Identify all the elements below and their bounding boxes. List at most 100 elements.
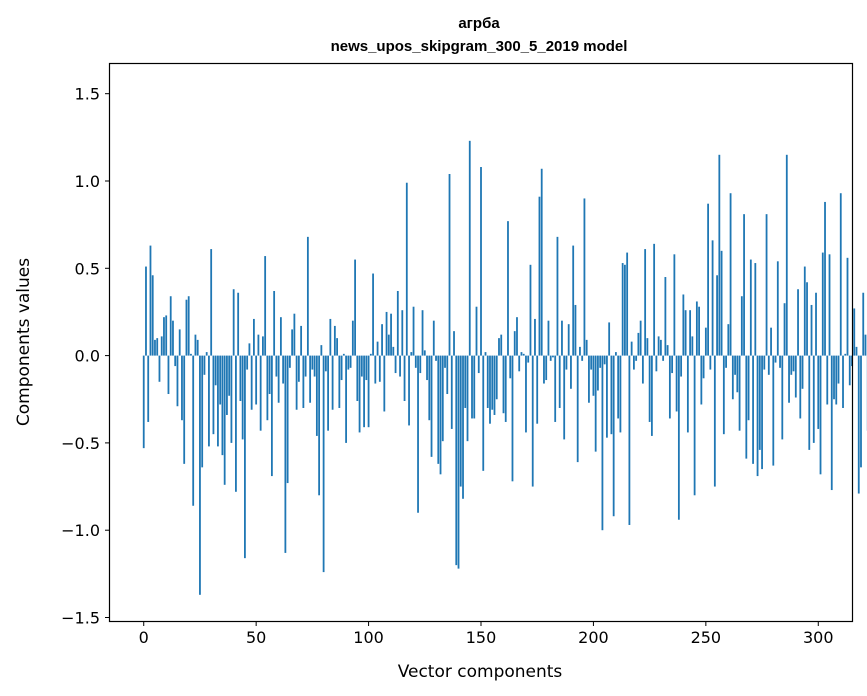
bar-73 xyxy=(306,236,309,356)
bar-127 xyxy=(428,355,431,421)
bar-40 xyxy=(232,289,235,356)
bar-69 xyxy=(297,355,300,382)
bar-124 xyxy=(421,310,424,356)
bar-101 xyxy=(369,353,372,356)
bar-121 xyxy=(414,355,417,368)
bar-267 xyxy=(743,214,745,356)
bar-153 xyxy=(486,355,489,408)
bar-55 xyxy=(266,355,269,421)
bar-85 xyxy=(333,325,336,356)
bar-31 xyxy=(212,355,215,435)
bar-9 xyxy=(163,317,165,356)
bar-162 xyxy=(507,221,509,356)
bar-79 xyxy=(320,345,323,356)
bar-145 xyxy=(468,140,471,356)
bar-286 xyxy=(785,154,788,356)
x-tick-label: 300 xyxy=(803,628,834,647)
bar-247 xyxy=(698,306,700,356)
y-tick-label: 0.0 xyxy=(75,347,100,366)
bar-245 xyxy=(693,355,696,496)
bar-269 xyxy=(747,355,750,421)
bar-22 xyxy=(192,355,195,506)
bar-1 xyxy=(145,266,147,356)
bar-50 xyxy=(255,355,258,405)
bar-68 xyxy=(295,355,298,410)
bar-279 xyxy=(770,327,772,356)
bar-278 xyxy=(767,355,770,375)
bar-163 xyxy=(509,355,512,379)
bar-151 xyxy=(482,355,485,471)
bar-72 xyxy=(304,355,307,377)
bar-201 xyxy=(594,355,597,452)
bar-186 xyxy=(561,320,563,356)
bar-304 xyxy=(826,355,829,405)
bar-4 xyxy=(151,275,154,356)
bar-7 xyxy=(158,355,161,382)
bar-67 xyxy=(293,313,296,356)
bar-30 xyxy=(210,249,213,356)
bar-138 xyxy=(453,331,455,356)
bar-199 xyxy=(590,355,593,370)
bar-168 xyxy=(520,352,523,356)
bar-190 xyxy=(570,355,572,389)
bar-187 xyxy=(563,355,566,440)
bar-249 xyxy=(702,355,705,379)
bar-18 xyxy=(183,355,186,464)
bar-213 xyxy=(621,263,624,356)
bar-11 xyxy=(167,355,170,395)
bar-107 xyxy=(383,355,386,412)
bar-256 xyxy=(718,154,721,356)
bar-118 xyxy=(408,355,410,426)
bar-294 xyxy=(803,266,806,356)
bar-41 xyxy=(235,355,237,492)
bar-270 xyxy=(749,259,752,356)
bar-303 xyxy=(824,201,826,356)
bar-258 xyxy=(722,355,725,435)
bar-297 xyxy=(810,304,813,356)
bar-91 xyxy=(347,355,350,370)
bar-321 xyxy=(864,334,867,356)
bar-263 xyxy=(734,355,736,375)
bar-189 xyxy=(567,324,570,356)
plot-area-frame xyxy=(108,62,854,623)
bar-108 xyxy=(385,311,388,356)
bar-62 xyxy=(282,355,285,384)
bar-78 xyxy=(318,355,321,496)
y-axis-ticks: −1.5 −1.0 −0.5 0.0 0.5 1.0 1.5 xyxy=(61,85,110,628)
bar-226 xyxy=(650,355,653,436)
bar-135 xyxy=(446,355,449,395)
bar-257 xyxy=(720,250,723,356)
bar-180 xyxy=(547,320,550,356)
bar-224 xyxy=(646,338,649,356)
bar-156 xyxy=(493,355,496,415)
bar-33 xyxy=(217,355,219,447)
bar-314 xyxy=(848,355,851,386)
bar-216 xyxy=(628,355,631,525)
bar-155 xyxy=(491,355,494,410)
bar-198 xyxy=(588,355,590,403)
bar-287 xyxy=(788,355,790,403)
bar-174 xyxy=(534,318,536,356)
bar-57 xyxy=(270,355,273,477)
bar-17 xyxy=(181,355,183,421)
x-axis-ticks: 0 50 100 150 200 250 300 xyxy=(139,621,834,647)
bar-252 xyxy=(709,355,712,370)
bar-97 xyxy=(360,355,363,377)
bar-148 xyxy=(475,306,478,356)
bar-242 xyxy=(686,355,689,433)
bar-316 xyxy=(853,308,856,356)
bar-169 xyxy=(522,353,525,356)
bar-53 xyxy=(262,336,264,356)
bar-104 xyxy=(376,341,379,356)
bar-173 xyxy=(531,355,534,487)
bar-184 xyxy=(556,236,559,356)
bar-32 xyxy=(214,355,217,386)
bar-105 xyxy=(378,355,381,382)
bar-266 xyxy=(740,296,743,356)
bar-13 xyxy=(172,320,174,356)
bar-19 xyxy=(185,299,188,356)
bar-208 xyxy=(610,355,613,435)
bar-220 xyxy=(637,332,640,356)
bar-288 xyxy=(790,355,793,375)
